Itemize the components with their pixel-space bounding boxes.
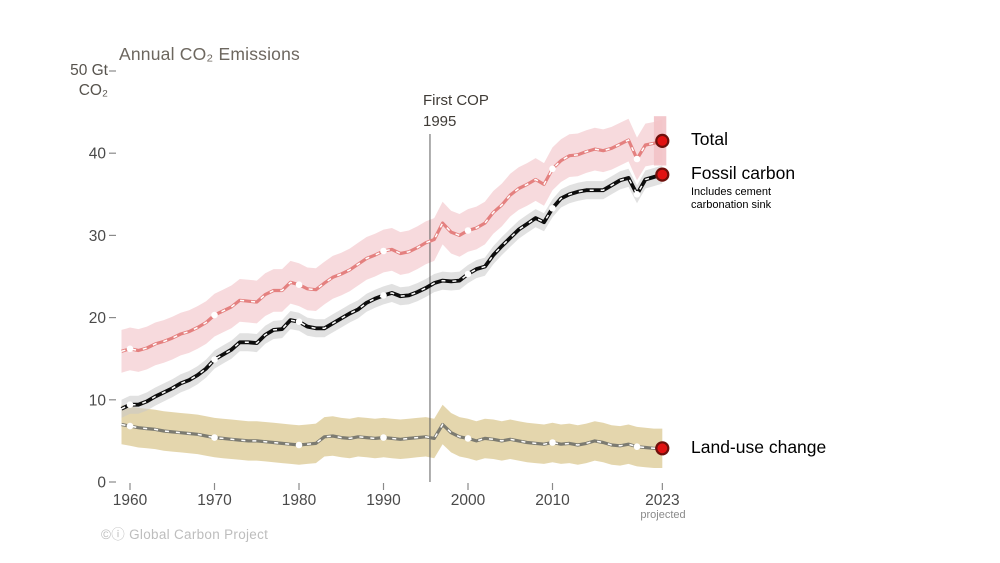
fossil-marker: [211, 356, 218, 363]
y-tick-label: 0: [97, 475, 106, 492]
annotation-first-cop: First COP 1995: [423, 90, 489, 132]
total-marker: [126, 345, 134, 353]
landuse-marker: [380, 434, 387, 441]
fossil-marker: [464, 270, 472, 278]
chart-title: Annual CO₂ Emissions: [119, 44, 300, 64]
legend-fossil-note-line2: carbonation sink: [691, 199, 772, 211]
fossil-end-dot: [655, 167, 670, 182]
y-axis-unit-label: 50 Gt CO₂: [28, 61, 108, 101]
attribution: ©ⓘ Global Carbon Project: [101, 527, 269, 542]
x-tick-label: 2023: [645, 492, 679, 509]
y-tick-label: 40: [89, 146, 107, 163]
total-uncertainty-band: [121, 118, 663, 373]
y-tick-label: 30: [89, 228, 107, 245]
y-axis-unit-top: 50 Gt: [70, 62, 108, 79]
annotation-first-cop-line1: First COP: [423, 92, 489, 109]
y-tick-label: 20: [89, 310, 107, 327]
fossil-marker: [126, 401, 134, 409]
total-marker: [295, 281, 303, 289]
x-tick-label: 1970: [197, 492, 232, 509]
x-tick-label: 1960: [113, 492, 148, 509]
x-tick-label: 1990: [366, 492, 401, 509]
landuse-marker: [633, 443, 641, 451]
x-tick-label: 1980: [282, 492, 317, 509]
fossil-marker: [549, 205, 556, 212]
landuse-end-dot: [655, 441, 670, 456]
legend-fossil-note: Includes cement carbonation sink: [691, 186, 771, 212]
x-tick-label: 2000: [451, 492, 486, 509]
fossil-marker: [380, 292, 387, 299]
x-tick-label: 2010: [535, 492, 570, 509]
total-end-dot: [655, 133, 670, 148]
legend-label-fossil: Fossil carbon: [691, 163, 796, 183]
fossil-marker: [633, 191, 641, 198]
total-marker: [549, 165, 556, 173]
annotation-first-cop-line2: 1995: [423, 113, 457, 130]
landuse-marker: [295, 441, 303, 449]
legend-label-total: Total: [691, 129, 728, 149]
y-axis-unit-bottom: CO₂: [78, 82, 108, 99]
projected-label: projected: [640, 509, 686, 521]
legend-fossil-note-line1: Includes cement: [691, 186, 772, 198]
fossil-marker: [295, 318, 303, 326]
landuse-marker: [211, 434, 218, 441]
landuse-uncertainty-band: [121, 404, 663, 468]
fossil-line-dash: [121, 173, 663, 410]
landuse-marker: [549, 439, 556, 446]
total-marker: [633, 155, 641, 163]
y-tick-label: 10: [89, 392, 107, 409]
total-marker: [211, 311, 218, 319]
total-marker: [464, 227, 472, 234]
total-line: [121, 138, 663, 353]
landuse-marker: [126, 422, 134, 430]
total-marker: [380, 247, 387, 255]
legend-label-landuse: Land-use change: [691, 437, 827, 457]
landuse-marker: [464, 435, 472, 442]
